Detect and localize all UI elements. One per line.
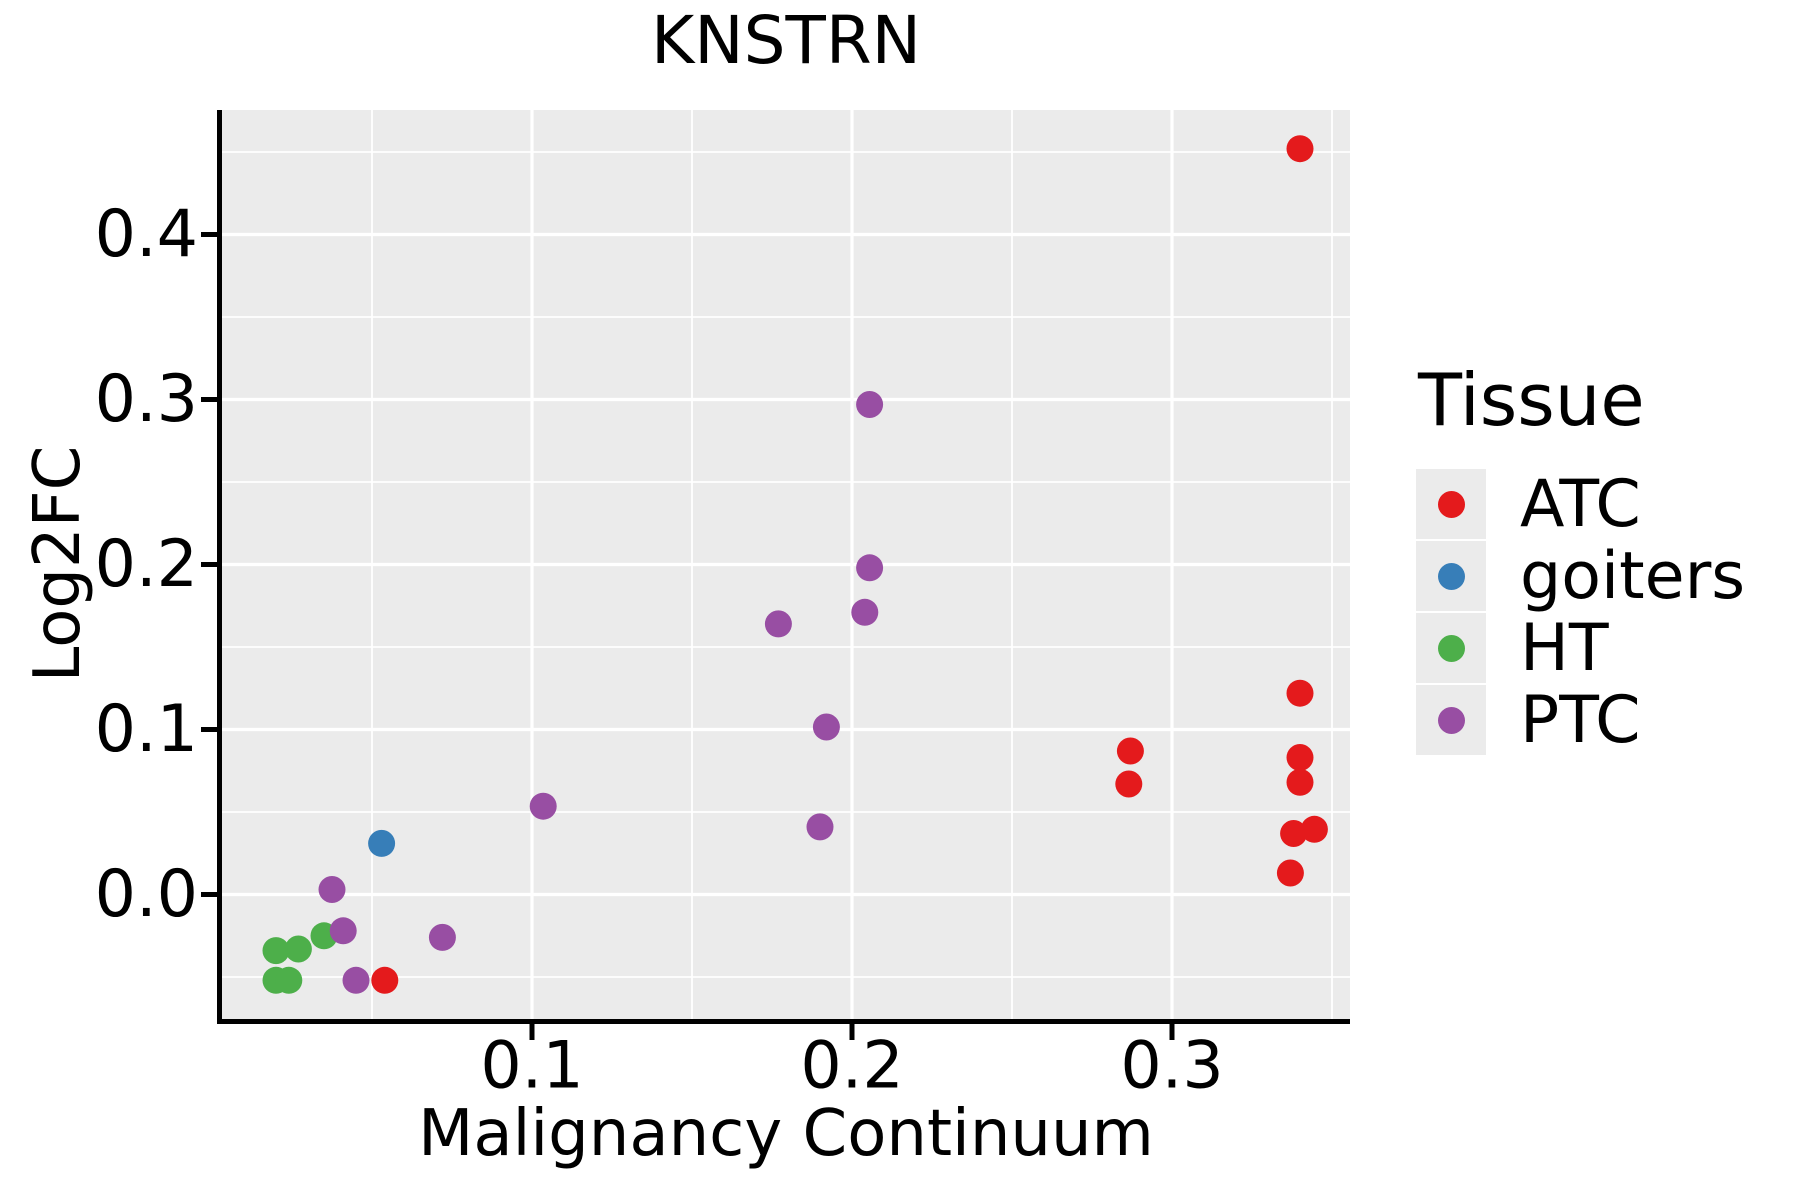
point-goiters (368, 829, 396, 857)
legend-item-ATC: ATC (1416, 468, 1745, 540)
y-tick-label: 0.1 (95, 692, 198, 767)
legend-key (1416, 613, 1486, 683)
legend-dot-icon (1437, 634, 1465, 662)
x-tick-label: 0.2 (800, 1029, 903, 1104)
point-PTC (318, 876, 346, 903)
legend-items: ATC goiters HT PTC (1416, 468, 1745, 756)
point-PTC (428, 923, 456, 951)
point-ATC (1280, 820, 1308, 847)
point-ATC (1286, 768, 1314, 796)
point-HT (262, 937, 290, 965)
legend-item-HT: HT (1416, 612, 1745, 684)
legend-dot-icon (1437, 706, 1465, 734)
x-tick-label: 0.3 (1120, 1029, 1223, 1104)
point-PTC (806, 813, 834, 841)
point-ATC (1300, 815, 1328, 843)
y-tick-label: 0.4 (95, 197, 198, 272)
legend-key (1416, 541, 1486, 611)
legend-item-label: ATC (1520, 466, 1641, 542)
plot-title: KNSTRN (650, 2, 922, 79)
y-axis-title: Log2FC (21, 445, 95, 683)
x-tick-label: 0.1 (480, 1029, 583, 1104)
point-ATC (1286, 744, 1314, 771)
legend: Tissue ATC goiters HT PTC (1416, 364, 1745, 756)
point-PTC (851, 598, 879, 626)
point-HT (275, 966, 303, 994)
point-ATC (1116, 737, 1144, 765)
point-PTC (342, 966, 370, 994)
legend-item-label: HT (1520, 610, 1609, 686)
y-tick-label: 0.2 (95, 527, 198, 602)
legend-title: Tissue (1418, 358, 1645, 442)
y-tick-label: 0.0 (95, 857, 198, 932)
point-PTC (812, 713, 840, 741)
point-PTC (529, 792, 557, 820)
point-ATC (1286, 135, 1314, 163)
point-PTC (764, 610, 792, 638)
point-PTC (856, 391, 884, 418)
point-ATC (1286, 679, 1314, 707)
legend-item-label: goiters (1520, 538, 1746, 614)
legend-key (1416, 685, 1486, 755)
legend-item-goiters: goiters (1416, 540, 1745, 612)
legend-dot-icon (1437, 562, 1465, 590)
legend-dot-icon (1437, 490, 1465, 518)
point-PTC (856, 554, 884, 582)
x-axis-title: Malignancy Continuum (418, 1097, 1154, 1171)
legend-key (1416, 469, 1486, 539)
point-ATC (371, 966, 399, 994)
legend-item-label: PTC (1520, 682, 1641, 758)
legend-item-PTC: PTC (1416, 684, 1745, 756)
point-ATC (1276, 859, 1304, 887)
point-HT (284, 935, 312, 963)
point-ATC (1115, 770, 1143, 798)
point-PTC (329, 917, 357, 945)
y-tick-label: 0.3 (95, 362, 198, 437)
